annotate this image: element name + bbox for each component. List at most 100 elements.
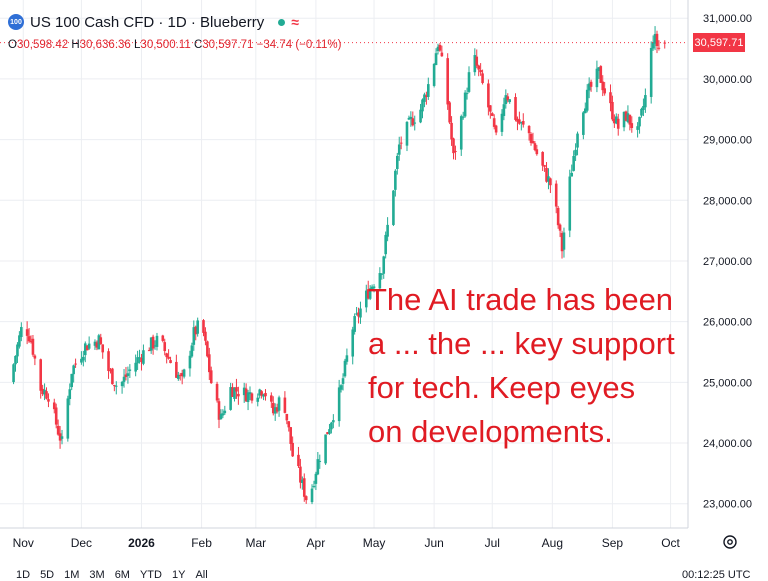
candle-body bbox=[45, 391, 48, 399]
candle-body bbox=[68, 389, 72, 399]
range-button-6m[interactable]: 6M bbox=[114, 569, 130, 581]
candle-body bbox=[533, 143, 537, 151]
range-button-1d[interactable]: 1D bbox=[16, 569, 31, 581]
candle-body bbox=[587, 83, 591, 91]
candle-body bbox=[341, 378, 345, 384]
candle-body bbox=[357, 312, 360, 317]
candle-body bbox=[582, 112, 585, 135]
candle-body bbox=[217, 401, 221, 420]
candle-body bbox=[149, 337, 153, 351]
open-value: 30,598.42 bbox=[16, 39, 69, 51]
candle-body bbox=[124, 374, 128, 377]
candle-body bbox=[273, 407, 277, 414]
high-value: 30,636.36 bbox=[79, 39, 131, 51]
candle-body bbox=[25, 329, 29, 336]
gear-icon[interactable] bbox=[722, 534, 738, 550]
x-tick-label: Oct bbox=[661, 536, 680, 550]
candle-body bbox=[558, 224, 562, 231]
y-tick-label: 24,000.00 bbox=[703, 438, 752, 450]
range-button-all[interactable]: All bbox=[195, 569, 208, 581]
candle-body bbox=[508, 99, 512, 103]
candle-body bbox=[479, 70, 482, 73]
candle-body bbox=[630, 123, 634, 128]
candle-body bbox=[262, 394, 265, 397]
candle-body bbox=[446, 58, 449, 105]
candle-body bbox=[440, 52, 444, 57]
candle-body bbox=[614, 116, 618, 124]
range-button-3m[interactable]: 3M bbox=[89, 569, 105, 581]
candle-body bbox=[568, 176, 572, 231]
candle-body bbox=[585, 89, 589, 111]
symbol-header[interactable]: 100 US 100 Cash CFD · 1D · Blueberry ≈ bbox=[8, 12, 299, 32]
candle-body bbox=[518, 119, 521, 124]
candle-body bbox=[547, 176, 550, 182]
candle-body bbox=[521, 121, 525, 125]
candle-body bbox=[223, 410, 227, 414]
range-button-1m[interactable]: 1M bbox=[64, 569, 80, 581]
range-button-1y[interactable]: 1Y bbox=[171, 569, 186, 581]
close-label: C bbox=[193, 39, 203, 51]
candle-body bbox=[180, 373, 184, 377]
candle-body bbox=[237, 393, 240, 397]
range-button-ytd[interactable]: YTD bbox=[139, 569, 162, 581]
candle-body bbox=[109, 370, 112, 372]
candle-body bbox=[215, 383, 219, 401]
candle-body bbox=[359, 308, 362, 318]
candle-body bbox=[589, 81, 593, 87]
candle-body bbox=[554, 183, 558, 207]
candle-body bbox=[394, 170, 397, 190]
candle-body bbox=[570, 172, 574, 177]
candle-body bbox=[616, 118, 620, 129]
candle-body bbox=[514, 97, 517, 120]
candle-body bbox=[256, 397, 260, 402]
candle-body bbox=[277, 397, 281, 411]
candle-body bbox=[312, 486, 316, 488]
candle-body bbox=[250, 393, 254, 401]
candle-body bbox=[481, 73, 484, 84]
y-tick-label: 30,000.00 bbox=[703, 74, 752, 86]
candle-body bbox=[27, 336, 31, 342]
candle-body bbox=[461, 116, 465, 118]
candle-body bbox=[395, 155, 399, 169]
candle-body bbox=[260, 391, 263, 396]
range-button-5d[interactable]: 5D bbox=[40, 569, 55, 581]
candle-body bbox=[434, 53, 438, 66]
candle-body bbox=[87, 343, 91, 349]
candle-body bbox=[562, 232, 566, 250]
symbol-title[interactable]: US 100 Cash CFD · 1D · Blueberry bbox=[30, 13, 265, 31]
candle-body bbox=[489, 105, 492, 112]
candle-body bbox=[611, 101, 614, 120]
candle-body bbox=[572, 156, 575, 171]
candle-body bbox=[380, 273, 384, 275]
candle-body bbox=[80, 358, 83, 363]
candle-body bbox=[264, 392, 267, 397]
candle-body bbox=[56, 425, 60, 435]
market-status-icon bbox=[278, 18, 286, 26]
high-label: H bbox=[71, 39, 80, 51]
candle-body bbox=[353, 316, 356, 332]
candle-body bbox=[644, 95, 647, 108]
candle-body bbox=[473, 55, 477, 73]
candle-body bbox=[20, 327, 23, 338]
y-tick-label: 28,000.00 bbox=[703, 195, 752, 207]
candle-body bbox=[41, 388, 44, 395]
annotation-text: The AI trade has been a ... the ... key … bbox=[368, 282, 675, 449]
candle-body bbox=[136, 357, 139, 364]
candle-body bbox=[531, 140, 535, 144]
candle-body bbox=[178, 374, 182, 376]
x-tick-label: May bbox=[363, 536, 386, 550]
candle-body bbox=[246, 392, 250, 403]
candle-body bbox=[657, 47, 661, 49]
candle-body bbox=[490, 113, 494, 116]
candle-body bbox=[397, 144, 401, 155]
candle-body bbox=[574, 149, 577, 156]
x-tick-label: Aug bbox=[542, 536, 563, 550]
candle-body bbox=[29, 341, 33, 343]
candle-body bbox=[366, 289, 370, 299]
x-tick-label: Jul bbox=[485, 536, 500, 550]
candle-body bbox=[318, 460, 322, 462]
candle-body bbox=[155, 335, 159, 347]
candle-body bbox=[204, 331, 207, 341]
wave-icon[interactable]: ≈ bbox=[291, 14, 299, 30]
